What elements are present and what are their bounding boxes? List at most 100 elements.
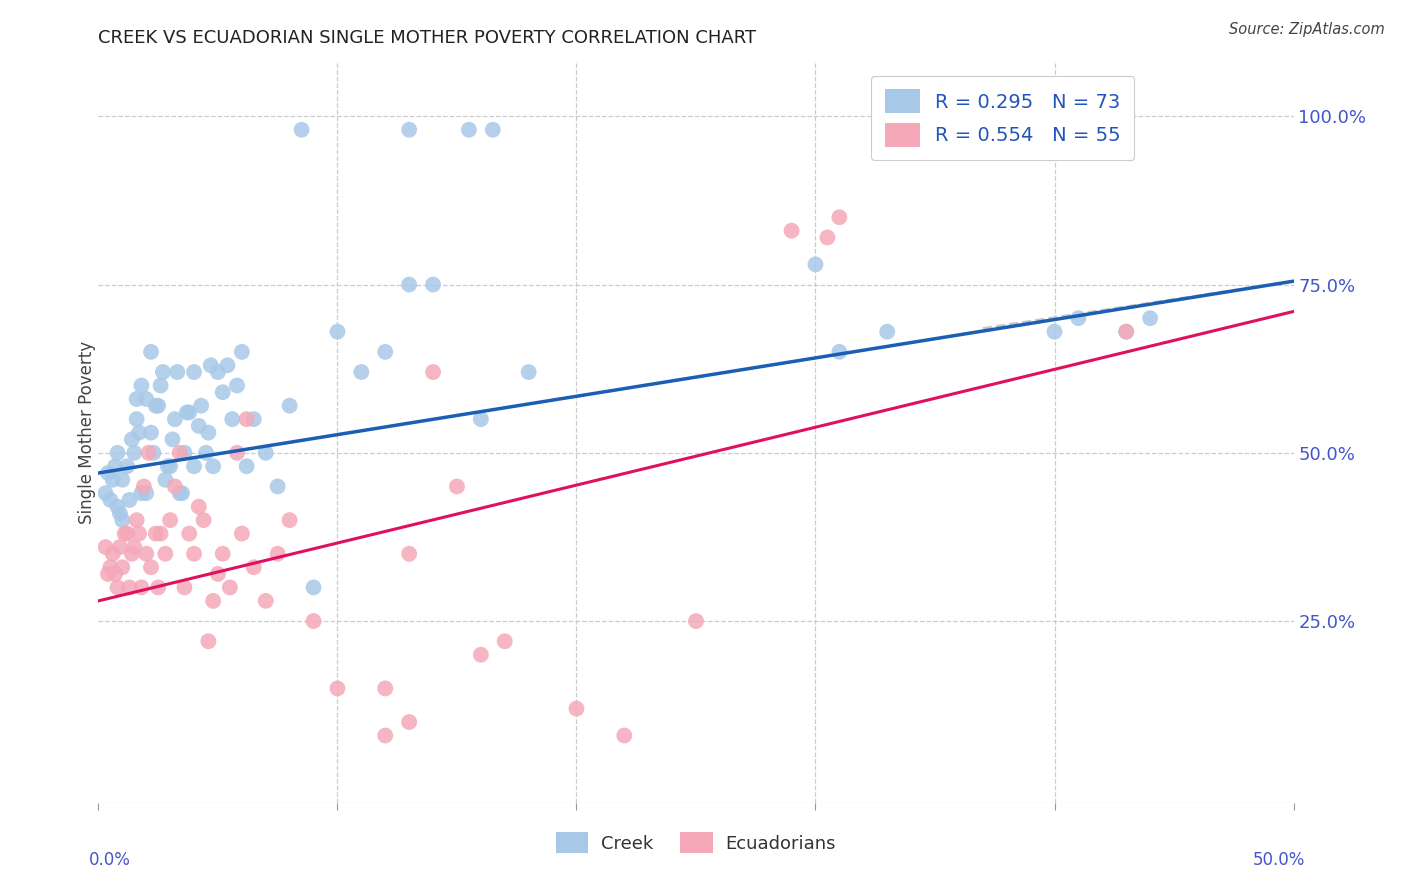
Point <box>187 500 209 514</box>
Point <box>197 634 219 648</box>
Point <box>207 365 229 379</box>
Point <box>828 344 851 359</box>
Point <box>398 122 420 136</box>
Point <box>155 473 177 487</box>
Point <box>135 486 157 500</box>
Point <box>291 122 314 136</box>
Point <box>155 547 177 561</box>
Point <box>613 729 636 743</box>
Point <box>98 492 122 507</box>
Point <box>145 399 167 413</box>
Point <box>121 547 143 561</box>
Point <box>107 500 129 514</box>
Point <box>243 412 266 426</box>
Point <box>326 325 349 339</box>
Point <box>131 581 153 595</box>
Point <box>815 230 838 244</box>
Point <box>162 433 184 447</box>
Point <box>169 446 191 460</box>
Point <box>398 277 420 292</box>
Point <box>114 526 136 541</box>
Point <box>302 614 325 628</box>
Point <box>422 277 444 292</box>
Point <box>302 581 325 595</box>
Point <box>207 566 229 581</box>
Point <box>118 492 141 507</box>
Point <box>121 433 143 447</box>
Point <box>254 594 277 608</box>
Point <box>1139 311 1161 326</box>
Point <box>326 681 349 696</box>
Text: Source: ZipAtlas.com: Source: ZipAtlas.com <box>1229 22 1385 37</box>
Point <box>446 479 468 493</box>
Point <box>139 560 162 574</box>
Point <box>494 634 516 648</box>
Point <box>202 594 225 608</box>
Point <box>101 547 124 561</box>
Y-axis label: Single Mother Poverty: Single Mother Poverty <box>79 341 96 524</box>
Point <box>219 581 242 595</box>
Point <box>211 547 233 561</box>
Point <box>142 446 165 460</box>
Point <box>118 581 141 595</box>
Point <box>115 526 138 541</box>
Point <box>828 211 851 225</box>
Point <box>685 614 707 628</box>
Point <box>172 486 194 500</box>
Point <box>97 466 120 480</box>
Point <box>195 446 218 460</box>
Point <box>422 365 444 379</box>
Point <box>111 473 134 487</box>
Point <box>458 122 481 136</box>
Point <box>221 412 243 426</box>
Point <box>565 701 588 715</box>
Point <box>108 507 131 521</box>
Point <box>200 359 222 373</box>
Point <box>179 405 201 419</box>
Point <box>169 486 191 500</box>
Text: 50.0%: 50.0% <box>1253 851 1306 869</box>
Point <box>131 378 153 392</box>
Point <box>131 486 153 500</box>
Point <box>179 526 201 541</box>
Point <box>1115 325 1137 339</box>
Point <box>197 425 219 440</box>
Point <box>149 526 172 541</box>
Point <box>398 547 420 561</box>
Point <box>138 446 160 460</box>
Point <box>166 365 188 379</box>
Point <box>115 459 138 474</box>
Point <box>235 412 257 426</box>
Point <box>156 459 179 474</box>
Point <box>183 547 205 561</box>
Point <box>936 122 959 136</box>
Point <box>398 714 420 729</box>
Point <box>176 405 198 419</box>
Point <box>128 425 150 440</box>
Point <box>1067 311 1090 326</box>
Point <box>97 566 120 581</box>
Point <box>108 540 131 554</box>
Point <box>125 513 148 527</box>
Point <box>104 566 127 581</box>
Point <box>235 459 257 474</box>
Point <box>254 446 277 460</box>
Point <box>780 224 803 238</box>
Point <box>183 459 205 474</box>
Point <box>152 365 174 379</box>
Text: 0.0%: 0.0% <box>89 851 131 869</box>
Point <box>94 540 117 554</box>
Point <box>190 399 212 413</box>
Point <box>132 479 155 493</box>
Point <box>107 581 129 595</box>
Point <box>267 547 290 561</box>
Point <box>111 560 134 574</box>
Point <box>139 425 162 440</box>
Point <box>124 540 146 554</box>
Point <box>804 257 827 271</box>
Text: CREEK VS ECUADORIAN SINGLE MOTHER POVERTY CORRELATION CHART: CREEK VS ECUADORIAN SINGLE MOTHER POVERT… <box>98 29 756 47</box>
Point <box>1115 325 1137 339</box>
Point <box>163 412 186 426</box>
Point <box>145 526 167 541</box>
Point <box>163 479 186 493</box>
